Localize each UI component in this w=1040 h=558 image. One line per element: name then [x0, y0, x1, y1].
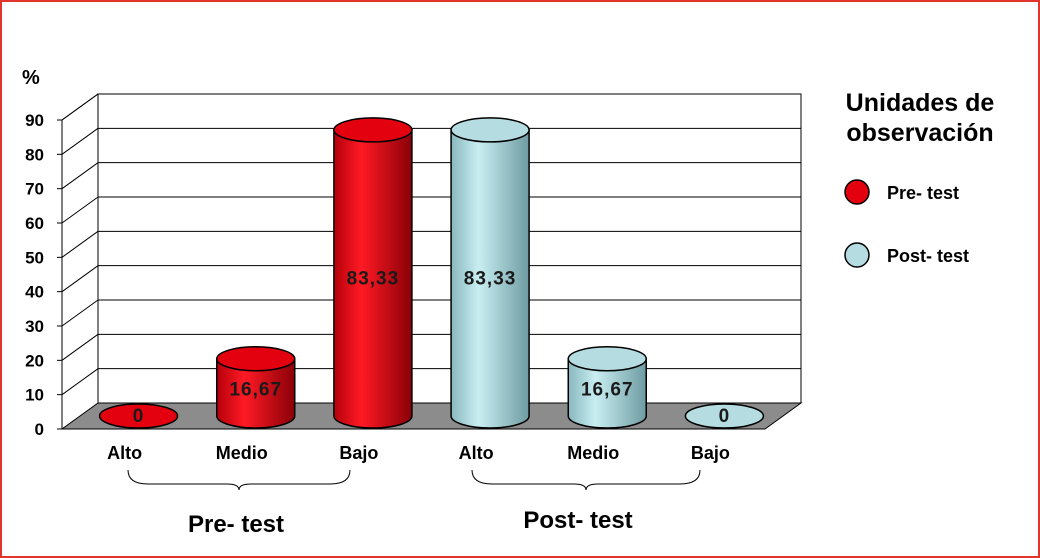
data-label: 16,67: [229, 379, 282, 400]
legend-title: Unidades de: [846, 89, 995, 117]
x-tick-label: Bajo: [691, 443, 730, 463]
legend-marker: [845, 243, 869, 267]
gridline-side: [62, 231, 98, 257]
bar-top: [568, 347, 646, 371]
group-brace: [472, 470, 700, 490]
x-axis-labels: Alto Medio Bajo Alto Medio Bajo: [107, 443, 730, 463]
bar-top: [217, 347, 295, 371]
data-label: 0: [719, 406, 731, 427]
y-tick-label: 30: [25, 317, 44, 336]
x-tick-label: Medio: [567, 443, 619, 463]
gridline-side: [62, 197, 98, 223]
y-axis-label: %: [22, 67, 40, 89]
y-tick-label: 10: [25, 386, 44, 405]
gridline-side: [62, 369, 98, 395]
group-label: Post- test: [523, 507, 632, 534]
bar: 83,33: [334, 118, 412, 428]
bar: 0: [685, 404, 763, 428]
gridline-side: [62, 163, 98, 189]
bar: 83,33: [451, 118, 529, 428]
data-label: 83,33: [347, 268, 400, 289]
y-tick-label: 40: [25, 283, 44, 302]
y-tick-label: 50: [25, 248, 44, 267]
bar: 0: [100, 404, 178, 428]
x-tick-label: Alto: [459, 443, 494, 463]
y-tick-label: 60: [25, 214, 44, 233]
data-label: 0: [133, 406, 145, 427]
y-tick-label: 80: [25, 145, 44, 164]
grid: [62, 94, 801, 403]
group-labels: Pre- test Post- test: [128, 470, 700, 538]
legend-entry: Post- test: [887, 246, 969, 266]
bar-top: [451, 118, 529, 142]
y-tick-label: 20: [25, 351, 44, 370]
data-label: 16,67: [581, 379, 634, 400]
x-tick-label: Medio: [216, 443, 268, 463]
data-label: 83,33: [464, 268, 517, 289]
x-tick-label: Alto: [107, 443, 142, 463]
group-brace: [128, 470, 350, 490]
y-tick-label: 0: [35, 420, 44, 439]
bar: 16,67: [568, 347, 646, 428]
gridline-side: [62, 128, 98, 154]
back-wall: [98, 94, 801, 403]
bar: 16,67: [217, 347, 295, 428]
gridline-side: [62, 266, 98, 292]
gridline-side: [62, 94, 98, 120]
y-tick-label: 90: [25, 111, 44, 130]
gridline-side: [62, 300, 98, 326]
gridline-side: [62, 334, 98, 360]
group-label: Pre- test: [188, 511, 284, 538]
legend-entry: Pre- test: [887, 183, 959, 203]
y-tick-label: 70: [25, 180, 44, 199]
y-axis: 0 10 20 30 40 50 60 70 80 90%: [22, 67, 62, 439]
legend-title: observación: [846, 119, 993, 147]
x-tick-label: Bajo: [339, 443, 378, 463]
bar-top: [334, 118, 412, 142]
legend-marker: [845, 180, 869, 204]
